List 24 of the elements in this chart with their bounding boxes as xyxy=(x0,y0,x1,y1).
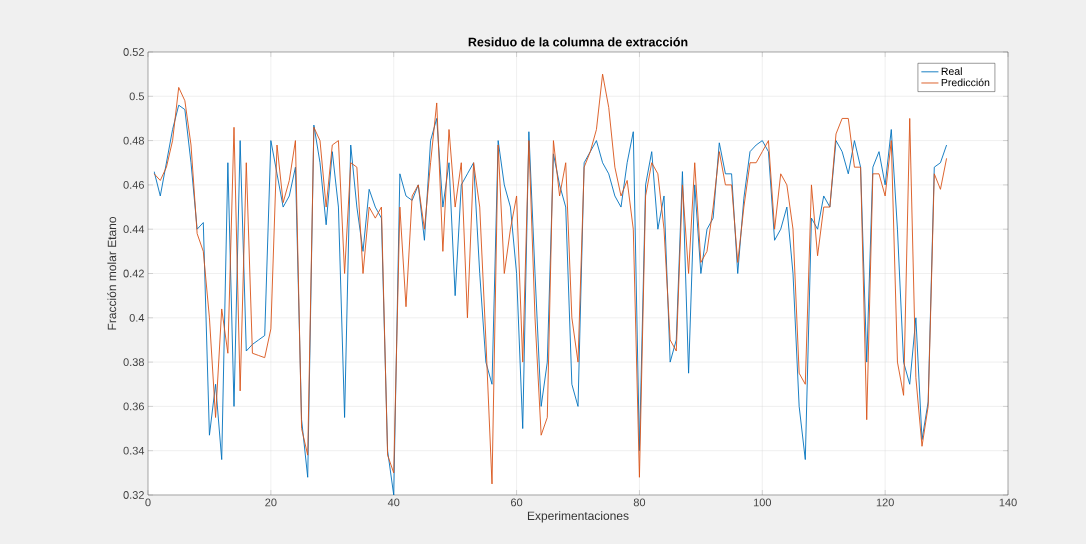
y-tick-label: 0.46 xyxy=(123,181,144,189)
y-tick-label: 0.48 xyxy=(123,136,144,145)
y-tick-label: 0.34 xyxy=(123,446,145,455)
y-tick-label: 0.52 xyxy=(123,48,144,56)
x-axis-title: Experimentaciones xyxy=(527,511,629,523)
x-tick-label: 20 xyxy=(265,498,277,507)
y-tick-label: 0.44 xyxy=(123,225,145,234)
y-tick-label: 0.32 xyxy=(123,491,144,499)
legend-label: Predicción xyxy=(941,78,990,87)
x-tick-label: 60 xyxy=(511,498,523,507)
y-tick-label: 0.42 xyxy=(123,269,144,278)
x-tick-label: 120 xyxy=(876,498,894,507)
y-tick-label: 0.36 xyxy=(123,402,144,411)
x-tick-label: 0 xyxy=(145,498,151,507)
y-tick-label: 0.4 xyxy=(129,313,145,322)
x-tick-label: 100 xyxy=(753,498,772,507)
y-axis-title: Fracción molar Etano xyxy=(107,217,117,330)
x-tick-label: 40 xyxy=(387,498,400,507)
chart-title: Residuo de la columna de extracción xyxy=(468,37,688,47)
y-tick-label: 0.5 xyxy=(129,92,144,101)
x-tick-label: 80 xyxy=(633,498,646,507)
x-tick-label: 140 xyxy=(999,498,1017,507)
legend-label: Real xyxy=(941,67,962,75)
y-tick-label: 0.38 xyxy=(123,358,144,366)
